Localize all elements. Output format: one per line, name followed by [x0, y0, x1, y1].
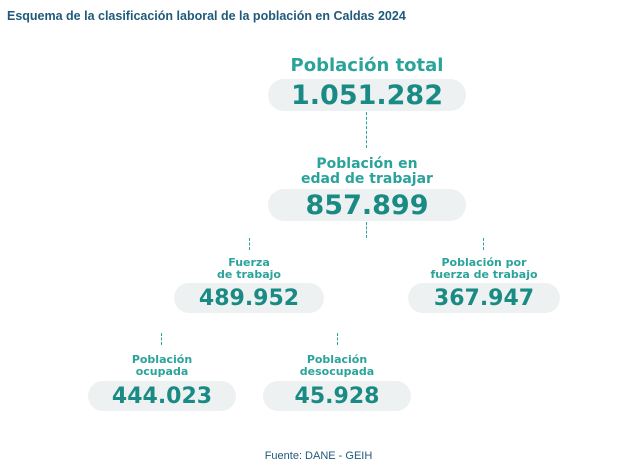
node-desocupada-value: 45.928: [263, 381, 411, 411]
connector-desocupada-top: [337, 333, 338, 345]
connector-ocupada-top: [161, 333, 162, 345]
node-total-label: Población total: [290, 55, 444, 76]
node-ocupada-label: Población ocupada: [131, 353, 193, 378]
node-total-value: 1.051.282: [268, 79, 466, 111]
node-fuerza-label: Fuerza de trabajo: [217, 256, 281, 281]
node-fuera-value: 367.947: [408, 283, 560, 313]
connector-fuerza-top: [249, 238, 250, 250]
node-ocupada-value: 444.023: [88, 381, 236, 411]
connector-fuera-top: [483, 238, 484, 250]
node-fuera-label: Población por fuerza de trabajo: [430, 256, 538, 281]
node-fuerza-value: 489.952: [174, 283, 324, 313]
connector-total-pet: [366, 112, 367, 148]
node-desocupada-label: Población desocupada: [299, 353, 375, 378]
diagram-title: Esquema de la clasificación laboral de l…: [7, 9, 406, 23]
source-note: Fuente: DANE - GEIH: [264, 450, 373, 462]
node-pet-label: Población en edad de trabajar: [301, 156, 433, 187]
connector-pet-down: [366, 222, 367, 238]
node-pet-value: 857.899: [268, 189, 466, 221]
